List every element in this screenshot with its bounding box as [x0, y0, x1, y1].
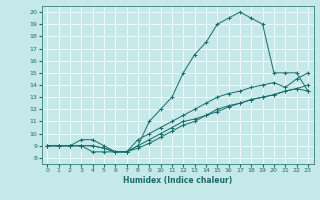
- X-axis label: Humidex (Indice chaleur): Humidex (Indice chaleur): [123, 176, 232, 185]
